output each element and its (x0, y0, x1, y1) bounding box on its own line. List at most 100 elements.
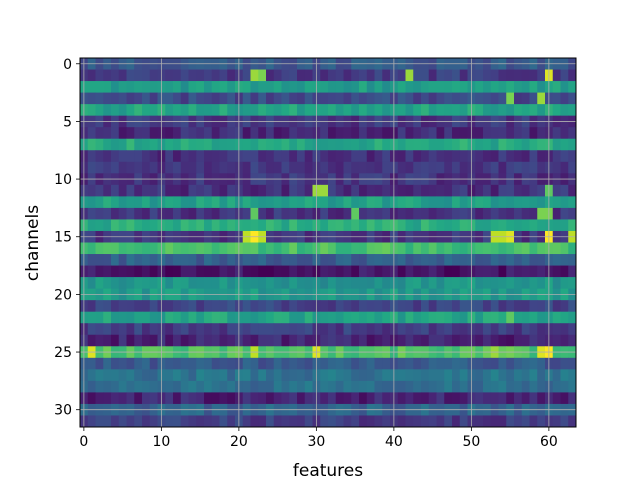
heatmap-cell (227, 254, 236, 266)
heatmap-cell (165, 392, 174, 405)
heatmap-cell (521, 92, 530, 105)
heatmap-cell (211, 69, 220, 82)
heatmap-cell (475, 242, 484, 255)
heatmap-cell (452, 334, 461, 347)
heatmap-cell (382, 369, 391, 382)
heatmap-cell (118, 357, 127, 370)
heatmap-cell (498, 196, 507, 209)
heatmap-cell (498, 311, 507, 324)
heatmap-cell (459, 392, 468, 405)
heatmap-cell (444, 104, 453, 117)
heatmap-cell (374, 81, 383, 93)
heatmap-cell (452, 380, 461, 393)
heatmap-cell (95, 357, 104, 370)
heatmap-cell (258, 81, 267, 93)
heatmap-cell (537, 207, 546, 220)
heatmap-cell (397, 207, 406, 220)
heatmap-cell (405, 357, 414, 370)
heatmap-cell (359, 334, 368, 347)
heatmap-cell (173, 207, 182, 220)
heatmap-cell (366, 311, 375, 324)
heatmap-cell (266, 81, 275, 93)
heatmap-cell (483, 150, 492, 163)
heatmap-cell (560, 369, 569, 382)
heatmap-cell (335, 277, 344, 290)
heatmap-cell (335, 415, 344, 428)
heatmap-cell (359, 265, 368, 278)
heatmap-cell (335, 69, 344, 82)
heatmap-cell (258, 207, 267, 220)
heatmap-cell (405, 300, 414, 313)
heatmap-cell (328, 392, 337, 405)
heatmap-cell (103, 334, 112, 347)
heatmap-cell (490, 69, 499, 82)
heatmap-cell (219, 161, 228, 174)
heatmap-cell (351, 92, 360, 105)
heatmap-cell (242, 277, 251, 290)
heatmap-cell (196, 311, 205, 324)
heatmap-cell (281, 207, 290, 220)
heatmap-cell (521, 242, 530, 255)
heatmap-cell (126, 127, 135, 140)
heatmap-cell (397, 323, 406, 336)
heatmap-cell (413, 311, 422, 324)
heatmap-cell (459, 254, 468, 266)
heatmap-cell (382, 104, 391, 117)
heatmap-cell (529, 265, 538, 278)
heatmap-cell (568, 161, 577, 174)
heatmap-cell (227, 265, 236, 278)
heatmap-cell (118, 150, 127, 163)
heatmap-cell (521, 415, 530, 428)
heatmap-cell (506, 184, 515, 197)
heatmap-cell (413, 369, 422, 382)
heatmap-cell (490, 207, 499, 220)
heatmap-cell (289, 380, 298, 393)
heatmap-cell (188, 69, 197, 82)
heatmap-cell (436, 196, 445, 209)
heatmap-cell (560, 104, 569, 117)
heatmap-cell (87, 242, 96, 255)
heatmap-cell (490, 357, 499, 370)
heatmap-cell (444, 184, 453, 197)
heatmap-cell (382, 150, 391, 163)
heatmap-cell (552, 104, 561, 117)
heatmap-cell (490, 254, 499, 266)
heatmap-cell (351, 104, 360, 117)
heatmap-cell (250, 311, 259, 324)
heatmap-cell (289, 369, 298, 382)
heatmap-cell (134, 150, 143, 163)
heatmap-cell (459, 323, 468, 336)
heatmap-cell (537, 265, 546, 278)
heatmap-cell (428, 311, 437, 324)
heatmap-cell (475, 300, 484, 313)
heatmap-cell (366, 242, 375, 255)
heatmap-cell (165, 323, 174, 336)
heatmap-cell (359, 380, 368, 393)
heatmap-cell (289, 323, 298, 336)
heatmap-cell (242, 138, 251, 151)
heatmap-cell (397, 357, 406, 370)
heatmap-cell (351, 138, 360, 151)
heatmap-cell (111, 161, 120, 174)
heatmap-cell (428, 265, 437, 278)
heatmap-cell (304, 254, 313, 266)
heatmap-cell (219, 69, 228, 82)
heatmap-cell (304, 127, 313, 140)
heatmap-cell (421, 104, 430, 117)
heatmap-cell (142, 415, 151, 428)
heatmap-cell (180, 81, 189, 93)
heatmap-cell (483, 334, 492, 347)
heatmap-cell (343, 323, 352, 336)
heatmap-cell (537, 369, 546, 382)
heatmap-cell (335, 161, 344, 174)
heatmap-cell (521, 311, 530, 324)
heatmap-cell (552, 300, 561, 313)
heatmap-cell (126, 184, 135, 197)
heatmap-cell (204, 92, 213, 105)
heatmap-cell (188, 219, 197, 232)
heatmap-cell (165, 334, 174, 347)
heatmap-cell (320, 392, 329, 405)
heatmap-cell (514, 334, 523, 347)
heatmap-cell (413, 357, 422, 370)
heatmap-cell (328, 334, 337, 347)
